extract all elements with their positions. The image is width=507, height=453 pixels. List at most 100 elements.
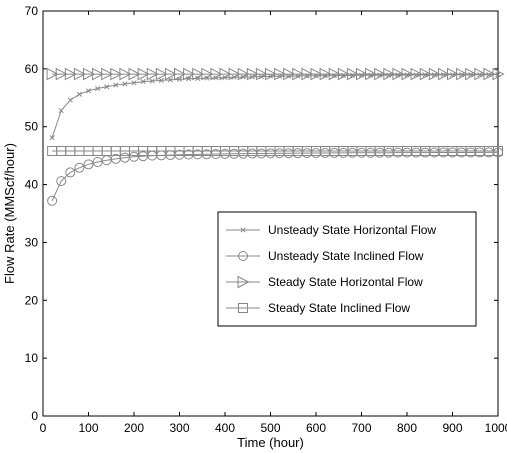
data-point bbox=[447, 67, 460, 81]
y-tick-label: 40 bbox=[25, 178, 39, 192]
data-point bbox=[383, 67, 396, 81]
data-point bbox=[401, 67, 414, 81]
legend-marker bbox=[238, 251, 248, 261]
data-point bbox=[73, 67, 86, 81]
data-point bbox=[474, 67, 487, 81]
data-point bbox=[76, 91, 82, 97]
data-point bbox=[283, 67, 296, 81]
data-point bbox=[56, 176, 67, 187]
x-tick-label: 400 bbox=[215, 421, 235, 435]
data-point bbox=[55, 67, 68, 81]
y-tick-label: 20 bbox=[25, 293, 39, 307]
x-axis-label: Time (hour) bbox=[237, 435, 304, 450]
x-tick-label: 0 bbox=[40, 421, 47, 435]
data-point bbox=[167, 77, 173, 83]
data-point bbox=[456, 67, 469, 81]
data-point bbox=[83, 67, 96, 81]
x-tick-label: 200 bbox=[124, 421, 144, 435]
data-point bbox=[113, 82, 119, 88]
legend-marker bbox=[240, 227, 246, 233]
data-point bbox=[374, 67, 387, 81]
legend-marker bbox=[237, 275, 250, 289]
x-tick-label: 500 bbox=[260, 421, 280, 435]
y-tick-label: 70 bbox=[25, 4, 39, 18]
data-point bbox=[465, 67, 478, 81]
x-tick-label: 600 bbox=[306, 421, 326, 435]
data-point bbox=[122, 81, 128, 87]
y-tick-label: 0 bbox=[31, 409, 38, 423]
legend-label: Unsteady State Inclined Flow bbox=[268, 249, 424, 263]
data-point bbox=[428, 67, 441, 81]
legend-entry: Steady State Inclined Flow bbox=[226, 301, 410, 315]
data-point bbox=[155, 67, 168, 81]
data-point bbox=[58, 107, 64, 114]
data-point bbox=[174, 67, 187, 81]
data-point bbox=[237, 67, 250, 81]
data-point bbox=[128, 67, 141, 81]
x-tick-label: 900 bbox=[442, 421, 462, 435]
data-point bbox=[392, 67, 405, 81]
data-point bbox=[337, 67, 350, 81]
series-3 bbox=[46, 67, 505, 81]
data-point bbox=[201, 67, 214, 81]
data-point bbox=[146, 67, 159, 81]
data-point bbox=[346, 67, 359, 81]
data-point bbox=[95, 85, 101, 92]
data-point bbox=[310, 67, 323, 81]
data-point bbox=[319, 67, 332, 81]
x-tick-label: 300 bbox=[169, 421, 189, 435]
x-tick-label: 700 bbox=[351, 421, 371, 435]
data-point bbox=[158, 77, 164, 83]
data-point bbox=[493, 146, 503, 157]
data-point bbox=[164, 67, 177, 81]
data-point bbox=[228, 67, 241, 81]
data-point bbox=[67, 97, 73, 103]
data-point bbox=[85, 88, 92, 94]
data-point bbox=[246, 67, 259, 81]
legend-label: Steady State Inclined Flow bbox=[268, 301, 410, 315]
data-point bbox=[110, 67, 123, 81]
data-point bbox=[137, 67, 150, 81]
y-tick-label: 30 bbox=[25, 235, 39, 249]
data-point bbox=[265, 67, 278, 81]
data-point bbox=[356, 67, 369, 81]
data-point bbox=[210, 67, 223, 81]
x-tick-label: 800 bbox=[397, 421, 417, 435]
legend-entry: Unsteady State Horizontal Flow bbox=[226, 223, 436, 237]
data-point bbox=[74, 162, 85, 173]
data-point bbox=[104, 84, 110, 90]
data-point bbox=[274, 67, 287, 81]
data-point bbox=[64, 67, 77, 81]
data-point bbox=[419, 67, 432, 81]
legend-label: Steady State Horizontal Flow bbox=[268, 275, 423, 289]
y-axis-label: Flow Rate (MMScf/hour) bbox=[2, 143, 17, 284]
data-point bbox=[101, 67, 114, 81]
data-point bbox=[219, 67, 232, 81]
legend-box bbox=[217, 211, 477, 327]
data-point bbox=[46, 67, 59, 81]
legend-marker bbox=[238, 303, 248, 313]
legend-entry: Unsteady State Inclined Flow bbox=[226, 249, 424, 263]
y-tick-label: 50 bbox=[25, 120, 39, 134]
data-point bbox=[492, 67, 505, 81]
series-4 bbox=[47, 146, 503, 157]
data-point bbox=[328, 67, 341, 81]
legend: Unsteady State Horizontal Flow Unsteady S… bbox=[217, 211, 477, 327]
data-point bbox=[255, 67, 268, 81]
y-tick-label: 10 bbox=[25, 351, 39, 365]
data-point bbox=[65, 167, 76, 178]
data-point bbox=[301, 67, 314, 81]
series-layer bbox=[46, 67, 505, 206]
data-point bbox=[410, 67, 423, 81]
data-point bbox=[119, 67, 132, 81]
data-point bbox=[49, 135, 55, 141]
data-point bbox=[131, 80, 137, 86]
data-point bbox=[183, 67, 196, 81]
y-tick-label: 60 bbox=[25, 62, 39, 76]
data-point bbox=[149, 78, 155, 84]
x-tick-label: 100 bbox=[78, 421, 98, 435]
data-point bbox=[192, 67, 205, 81]
